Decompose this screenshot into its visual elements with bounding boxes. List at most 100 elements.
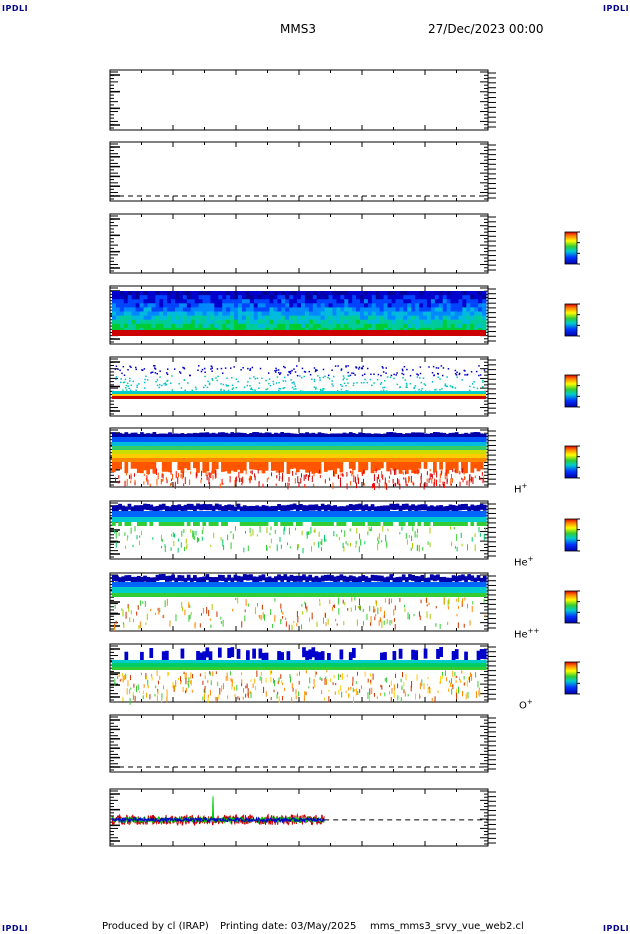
scatter-point (426, 598, 428, 603)
heatmap-cell (233, 433, 238, 439)
scatter-point (350, 470, 352, 474)
heatmap-cell (151, 323, 156, 329)
heatmap-cell (136, 450, 141, 454)
heatmap-cell (448, 522, 453, 526)
heatmap-cell (342, 450, 347, 454)
heatmap-cell (127, 517, 132, 522)
heatmap-cell (193, 462, 197, 469)
heatmap-cell (261, 587, 266, 593)
heatmap-cell (121, 660, 126, 663)
scatter-point (129, 617, 131, 623)
heatmap-cell (177, 454, 182, 458)
heatmap-cell (380, 462, 384, 469)
heatmap-cell (320, 319, 326, 325)
heatmap-cell (351, 433, 356, 439)
heatmap-cell (451, 454, 456, 458)
heatmap-cell (333, 517, 337, 522)
heatmap-cell (482, 319, 487, 325)
heatmap-cell (174, 299, 180, 304)
scatter-point (115, 531, 117, 539)
heatmap-cell (135, 315, 141, 321)
heatmap-cell (186, 303, 192, 308)
heatmap-cell (308, 462, 313, 472)
heatmap-cell (364, 593, 369, 597)
heatmap-cell (464, 593, 468, 597)
scatter-point (210, 544, 212, 547)
scatter-point (237, 380, 239, 383)
heatmap-cell (371, 311, 377, 317)
scatter-point (471, 537, 473, 542)
scatter-point (301, 367, 304, 370)
scatter-point (442, 481, 444, 486)
heatmap-cell (133, 432, 138, 438)
scatter-point (160, 534, 162, 541)
heatmap-cell (423, 307, 428, 312)
heatmap-cell (392, 432, 397, 438)
heatmap-cell (252, 454, 256, 458)
heatmap-cell (261, 462, 266, 474)
scatter-point (130, 527, 132, 534)
heatmap-cell (442, 458, 447, 462)
heatmap-cell (161, 511, 166, 517)
heatmap-cell (461, 574, 465, 581)
heatmap-cell (348, 575, 353, 582)
heatmap-cell (305, 660, 309, 663)
heatmap-cell (241, 323, 247, 329)
heatmap-cell (426, 454, 431, 458)
heatmap-cell (454, 446, 459, 450)
heatmap-cell (130, 450, 135, 454)
heatmap-cell (136, 593, 141, 597)
heatmap-cell (348, 291, 353, 296)
heatmap-cell (414, 582, 419, 587)
heatmap-cell (364, 587, 369, 593)
heatmap-cell (193, 442, 197, 446)
heatmap-cell (161, 462, 166, 472)
heatmap-cell (392, 593, 397, 597)
heatmap-cell (133, 587, 138, 593)
heatmap-cell (121, 442, 126, 446)
scatter-point (356, 381, 358, 384)
heatmap-cell (473, 582, 478, 587)
heatmap-cell (186, 593, 191, 597)
scatter-point (138, 624, 140, 630)
heatmap-cell (473, 660, 478, 663)
heatmap-cell (258, 454, 263, 458)
scatter-point (197, 365, 200, 367)
heatmap-cell (115, 462, 119, 470)
heatmap-cell (320, 299, 326, 304)
scatter-point (349, 542, 351, 547)
heatmap-cell (149, 663, 154, 667)
heatmap-cell (115, 446, 119, 450)
heatmap-cell (140, 511, 144, 517)
heatmap-cell (119, 315, 125, 321)
heatmap-cell (258, 437, 263, 442)
heatmap-cell (386, 462, 390, 472)
heatmap-cell (236, 458, 241, 462)
scatter-point (366, 381, 369, 384)
heatmap-cell (267, 582, 272, 587)
heatmap-cell (342, 446, 347, 450)
heatmap-cell (293, 319, 298, 325)
scatter-point (343, 377, 345, 379)
heatmap-cell (370, 433, 375, 439)
heatmap-cell (332, 303, 337, 308)
heatmap-cell (461, 511, 465, 517)
heatmap-cell (241, 319, 247, 325)
scatter-point (202, 526, 204, 530)
heatmap-cell (360, 315, 365, 321)
heatmap-cell (386, 446, 390, 450)
heatmap-cell (189, 450, 194, 454)
heatmap-cell (323, 433, 328, 439)
heatmap-cell (305, 454, 309, 458)
heatmap-cell (311, 437, 316, 442)
heatmap-cell (373, 522, 378, 526)
heatmap-cell (383, 511, 387, 517)
heatmap-cell (168, 522, 172, 526)
heatmap-cell (363, 299, 369, 304)
scatter-point (339, 477, 341, 484)
heatmap-cell (199, 442, 203, 446)
scatter-point (183, 483, 185, 486)
scatter-point (166, 368, 169, 370)
heatmap-cell (174, 577, 179, 584)
scatter-point (340, 388, 343, 391)
